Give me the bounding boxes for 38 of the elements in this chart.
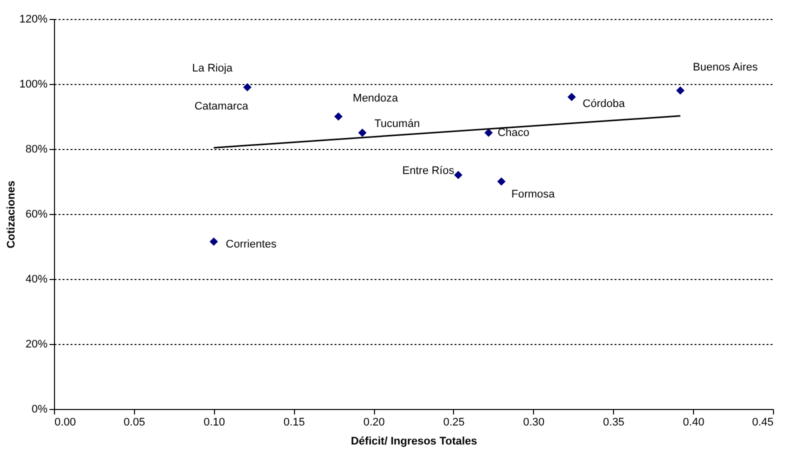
y-tick-label: 60% [25,208,48,220]
x-tick-label: 0.35 [603,416,624,428]
point [210,237,218,246]
annotation: Buenos Aires [692,62,758,74]
annotation: Catamarca [194,100,250,112]
x-tick-label: 0.15 [283,416,305,428]
point [454,170,462,180]
point [497,177,506,186]
annotation: Formosa [511,188,556,200]
x-tick-label: 0.05 [124,416,146,428]
y-tick-label: 120% [19,14,48,26]
annotation: Córdoba [582,98,626,110]
x-tick-label: 0.30 [523,416,545,428]
x-axis-title: Déficit/ Ingresos Totales [350,436,478,448]
annotation: La Rioja [192,62,234,74]
annotation: Tucumán [374,118,420,130]
annotation: Corrientes [226,238,278,251]
point [676,86,685,95]
point [484,128,493,137]
point [567,92,576,102]
x-tick-label: 0.10 [204,416,225,428]
y-tick-label: 0% [32,404,48,416]
point [334,112,343,121]
annotation: Entre Ríos [402,165,455,177]
x-tick-label: 0.45 [752,416,774,428]
y-tick-label: 40% [25,274,48,286]
annotation: Chaco [498,126,530,139]
x-tick-label: 0.40 [682,416,704,428]
annotation: Mendoza [352,92,399,104]
x-tick-label: 0.00 [54,416,76,428]
x-tick-label: 0.20 [363,416,385,428]
y-tick-label: 100% [19,78,48,90]
y-tick-label: 20% [25,338,48,350]
y-axis-title: Cotizaciones [5,180,18,248]
point [358,128,367,137]
point [243,83,252,92]
y-tick-label: 80% [25,144,48,156]
x-tick-label: 0.25 [443,416,465,428]
